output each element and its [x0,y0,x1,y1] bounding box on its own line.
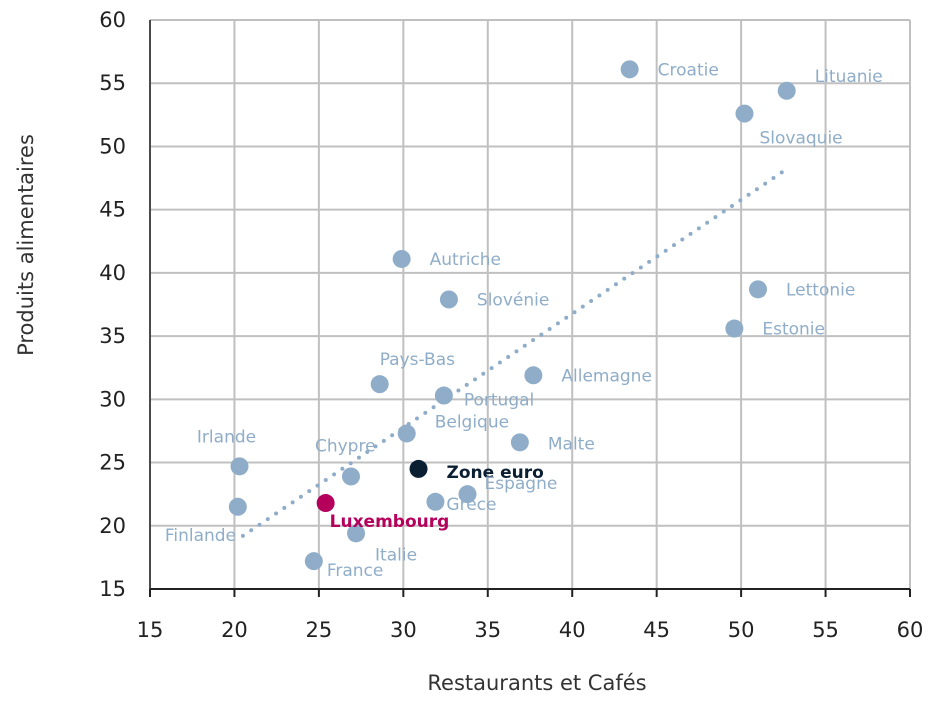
point-label-espagne: Espagne [485,474,558,494]
x-tick-label-9: 60 [897,618,924,642]
point-estonie [725,319,744,338]
point-label-croatie: Croatie [658,60,719,80]
point-label-allemagne: Allemagne [561,366,652,386]
point-croatie [620,60,639,79]
point-label-zone-euro: Zone euro [447,463,544,483]
point-label-lituanie: Lituanie [815,67,883,87]
point-label-slovaquie: Slovaquie [759,129,842,149]
point-label-lettonie: Lettonie [786,280,855,300]
point-chypre [341,467,360,486]
point-label-pays-bas: Pays-Bas [380,350,455,370]
trendline [240,165,791,538]
point-slovaquie [735,104,754,123]
point-label-portugal: Portugal [464,391,534,411]
point-label-slovenie: Slovénie [477,290,549,310]
point-label-luxembourg: Luxembourg [330,512,450,532]
x-axis-ticks: 15 20 25 30 35 40 45 50 55 60 [137,618,924,642]
point-portugal [434,386,453,405]
point-italie [347,524,366,543]
y-axis-title: Produits alimentaires [14,134,38,356]
x-tick-label-3: 30 [390,618,417,642]
point-label-malte: Malte [548,434,595,454]
x-tick-label-5: 40 [559,618,586,642]
y-tick-label-6: 45 [99,198,126,222]
y-tick-label-1: 20 [99,514,126,538]
x-tick-label-8: 55 [812,618,839,642]
point-label-france: France [327,561,384,581]
point-label-estonie: Estonie [762,320,825,340]
y-axis-ticks: 15 20 25 30 35 40 45 50 55 60 [99,8,126,601]
x-axis-title: Restaurants et Cafés [427,671,646,695]
point-label-chypre: Chypre [315,436,376,456]
point-label-finlande: Finlande [165,526,236,546]
grid [149,19,911,597]
point-finlande [228,497,247,516]
point-labels: Croatie Lituanie Slovaquie Autriche Lettonie… [165,60,883,581]
point-allemagne [524,366,543,385]
x-tick-label-4: 35 [474,618,501,642]
y-tick-label-8: 55 [99,71,126,95]
y-tick-label-4: 35 [99,324,126,348]
x-tick-label-7: 50 [728,618,755,642]
point-label-autriche: Autriche [430,250,501,270]
y-tick-label-2: 25 [99,451,126,475]
y-tick-label-9: 60 [99,8,126,32]
y-tick-label-5: 40 [99,261,126,285]
point-label-belgique: Belgique [435,412,509,432]
x-tick-label-1: 20 [221,618,248,642]
point-label-italie: Italie [375,545,417,565]
point-label-grece: Grèce [446,495,496,515]
x-tick-label-2: 25 [306,618,333,642]
point-slovenie [439,290,458,309]
trendline-path [240,165,791,538]
point-autriche [392,249,411,268]
point-zone-euro [409,459,428,478]
point-grece [426,492,445,511]
point-pays-bas [370,375,389,394]
x-tick-label-0: 15 [137,618,164,642]
y-tick-label-7: 50 [99,134,126,158]
point-label-irlande: Irlande [197,427,256,447]
y-tick-label-3: 30 [99,387,126,411]
x-tick-label-6: 45 [643,618,670,642]
data-points [228,60,796,571]
point-belgique [397,424,416,443]
point-lettonie [749,280,767,299]
point-malte [510,433,529,452]
point-irlande [230,457,249,476]
point-luxembourg [316,494,335,513]
point-france [304,552,323,571]
y-tick-label-0: 15 [99,577,126,601]
point-lituanie [777,81,796,100]
point-espagne [458,485,477,504]
